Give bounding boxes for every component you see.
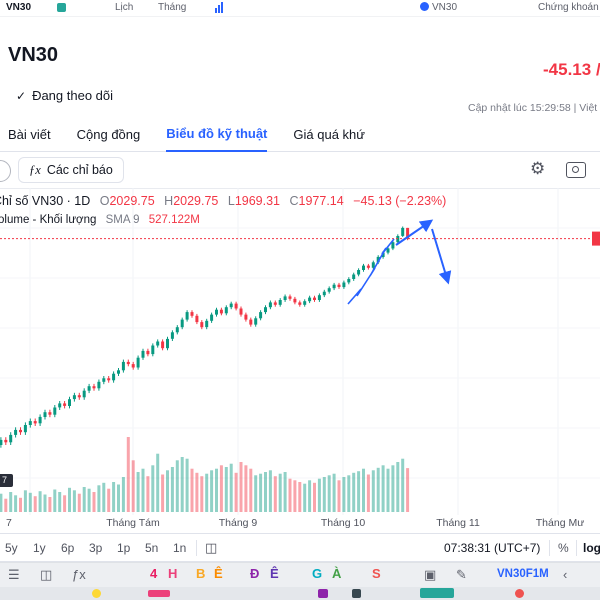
volume-legend: Volume - Khối lượng SMA 9 527.122M bbox=[0, 214, 200, 226]
cropped-circle-icon bbox=[0, 160, 11, 182]
color-blob bbox=[420, 588, 454, 598]
high-value: 2029.75 bbox=[173, 194, 219, 208]
tab-bieu-do-ky-thuat[interactable]: Biểu đồ kỹ thuật bbox=[166, 117, 268, 152]
deco-letter: G bbox=[312, 566, 323, 581]
remnant-col-lich: Lịch bbox=[115, 2, 134, 13]
range-1y[interactable]: 1y bbox=[33, 541, 46, 555]
remnant-symbol: VN30 bbox=[6, 2, 32, 13]
gear-icon[interactable]: ⚙ bbox=[530, 159, 546, 178]
range-1n[interactable]: 1n bbox=[173, 541, 187, 555]
fx-icon: ƒx bbox=[29, 163, 41, 177]
deco-letter: S bbox=[372, 566, 381, 581]
time-axis-label: Tháng Tám bbox=[106, 517, 160, 529]
time-axis-label: Tháng 11 bbox=[436, 517, 480, 529]
deco-letter: Đ bbox=[250, 566, 260, 581]
color-blob bbox=[148, 590, 170, 597]
indicators-button[interactable]: ƒx Các chỉ báo bbox=[18, 157, 124, 183]
price-chart[interactable] bbox=[0, 188, 600, 515]
deco-letter: B bbox=[196, 566, 206, 581]
open-value: 2029.75 bbox=[109, 194, 155, 208]
page-title: VN30 bbox=[8, 44, 59, 66]
cropped-edge-strip bbox=[0, 587, 600, 600]
grid-view-icon[interactable]: ◫ bbox=[40, 567, 53, 582]
sticker-panel-icon[interactable]: ▣ bbox=[424, 567, 437, 582]
chart-toolbar: ƒx Các chỉ báo ⚙ bbox=[0, 152, 600, 189]
time-axis-label: Tháng 9 bbox=[218, 517, 258, 529]
time-axis[interactable]: 7 Tháng Tám Tháng 9 Tháng 10 Tháng 11 Tháng M… bbox=[0, 515, 600, 533]
close-value: 1977.14 bbox=[298, 194, 344, 208]
color-blob bbox=[92, 589, 101, 598]
divider bbox=[576, 540, 577, 556]
check-icon: ✓ bbox=[16, 89, 27, 103]
legend-title[interactable]: Chỉ số VN30 · 1D bbox=[0, 194, 91, 208]
range-6p[interactable]: 6p bbox=[61, 541, 75, 555]
bar-chart-icon bbox=[215, 2, 224, 13]
divider bbox=[549, 540, 550, 556]
cropped-bottom-strip: VN30F1M ☰ ◫ ƒx ▣ ✎ ‹ 4 H B Ê Đ Ê G À S bbox=[0, 562, 600, 588]
deco-letter: Ê bbox=[214, 566, 223, 581]
watchlist-symbol[interactable]: VN30F1M bbox=[497, 568, 549, 580]
symbol-logo-icon bbox=[420, 2, 429, 11]
log-scale-button[interactable]: log bbox=[583, 541, 600, 555]
tab-gia-qua-khu[interactable]: Giá quá khứ bbox=[293, 127, 365, 142]
bottom-toolbar: ◫ 07:38:31 (UTC+7) % log 5y 1y 6p 3p 1p 5n 1n bbox=[0, 533, 600, 562]
time-axis-label: Tháng Mư bbox=[535, 517, 585, 529]
tab-cong-dong[interactable]: Cộng đồng bbox=[76, 127, 141, 142]
fx-icon[interactable]: ƒx bbox=[72, 567, 86, 582]
remnant-teal-badge bbox=[57, 3, 66, 12]
range-5n[interactable]: 5n bbox=[145, 541, 159, 555]
camera-icon[interactable] bbox=[566, 162, 586, 178]
divider bbox=[196, 540, 197, 556]
color-blob bbox=[515, 589, 524, 598]
deco-letter: Ê bbox=[270, 566, 279, 581]
remnant-mini-symbol[interactable]: VN30 bbox=[420, 2, 457, 13]
time-axis-label: Tháng 10 bbox=[320, 517, 366, 529]
deco-letter: H bbox=[168, 566, 178, 581]
updated-timestamp: Cập nhật lúc 15:29:58 | Việt Nam bbox=[468, 102, 600, 114]
timezone-clock[interactable]: 07:38:31 (UTC+7) bbox=[444, 541, 541, 555]
low-value: 1969.31 bbox=[234, 194, 280, 208]
pencil-icon[interactable]: ✎ bbox=[456, 567, 467, 582]
chart-region: Chỉ số VN30 · 1D O2029.75 H2029.75 L1969… bbox=[0, 188, 600, 515]
change-fragment: /-2.23% bbox=[596, 60, 600, 79]
range-3p[interactable]: 3p bbox=[89, 541, 103, 555]
range-1p[interactable]: 1p bbox=[117, 541, 131, 555]
range-5y[interactable]: 5y bbox=[5, 541, 18, 555]
axis-badge: 7 bbox=[0, 474, 13, 487]
color-blob bbox=[318, 589, 328, 598]
remnant-right-text: Chứng khoán tr bbox=[538, 2, 600, 13]
back-icon[interactable]: ‹ bbox=[563, 567, 568, 582]
percent-scale-button[interactable]: % bbox=[558, 541, 569, 555]
legend-change: −45.13 (−2.23%) bbox=[353, 194, 447, 208]
tab-bai-viet[interactable]: Bài viết bbox=[8, 127, 51, 142]
remnant-col-thang: Tháng bbox=[158, 2, 187, 13]
change-value: -45.13 /-2.23% bbox=[543, 60, 600, 80]
time-axis-label: 7 bbox=[6, 517, 12, 529]
move-tool-icon[interactable]: ☰ bbox=[8, 567, 20, 582]
top-remnant-row: VN30 Lịch Tháng VN30 Chứng khoán tr bbox=[0, 0, 600, 17]
sma-label: SMA 9 bbox=[105, 214, 140, 226]
deco-letter: 4 bbox=[150, 566, 158, 581]
layout-panel-icon[interactable]: ◫ bbox=[205, 540, 218, 555]
volume-title[interactable]: Volume - Khối lượng bbox=[0, 214, 97, 226]
follow-button[interactable]: ✓ Đang theo dõi bbox=[16, 88, 114, 103]
deco-letter: À bbox=[332, 566, 342, 581]
chart-legend: Chỉ số VN30 · 1D O2029.75 H2029.75 L1969… bbox=[0, 194, 446, 208]
color-blob bbox=[352, 589, 361, 598]
tabs: Bài viết Cộng đồng Biểu đồ kỹ thuật Giá quá… bbox=[0, 118, 600, 152]
volume-value: 527.122M bbox=[148, 214, 200, 226]
